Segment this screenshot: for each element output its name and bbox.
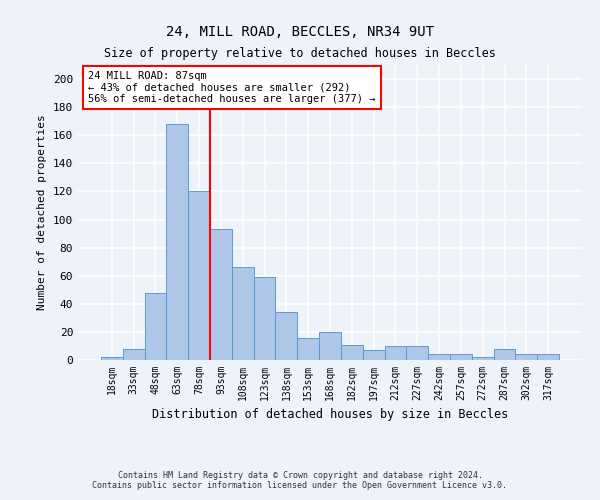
Bar: [123, 349, 145, 360]
Bar: [406, 346, 428, 360]
X-axis label: Distribution of detached houses by size in Beccles: Distribution of detached houses by size …: [152, 408, 508, 422]
Y-axis label: Number of detached properties: Number of detached properties: [37, 114, 47, 310]
Bar: [385, 346, 406, 360]
Bar: [254, 277, 275, 360]
Bar: [188, 192, 210, 360]
Bar: [297, 338, 319, 360]
Bar: [166, 124, 188, 360]
Bar: [472, 357, 494, 360]
Bar: [494, 349, 515, 360]
Bar: [450, 354, 472, 360]
Text: Size of property relative to detached houses in Beccles: Size of property relative to detached ho…: [104, 48, 496, 60]
Text: 24, MILL ROAD, BECCLES, NR34 9UT: 24, MILL ROAD, BECCLES, NR34 9UT: [166, 25, 434, 39]
Bar: [101, 357, 123, 360]
Bar: [515, 354, 537, 360]
Bar: [275, 312, 297, 360]
Bar: [341, 344, 363, 360]
Bar: [319, 332, 341, 360]
Bar: [537, 354, 559, 360]
Bar: [232, 268, 254, 360]
Text: 24 MILL ROAD: 87sqm
← 43% of detached houses are smaller (292)
56% of semi-detac: 24 MILL ROAD: 87sqm ← 43% of detached ho…: [88, 71, 376, 104]
Bar: [363, 350, 385, 360]
Bar: [210, 230, 232, 360]
Text: Contains HM Land Registry data © Crown copyright and database right 2024.
Contai: Contains HM Land Registry data © Crown c…: [92, 470, 508, 490]
Bar: [428, 354, 450, 360]
Bar: [145, 292, 166, 360]
